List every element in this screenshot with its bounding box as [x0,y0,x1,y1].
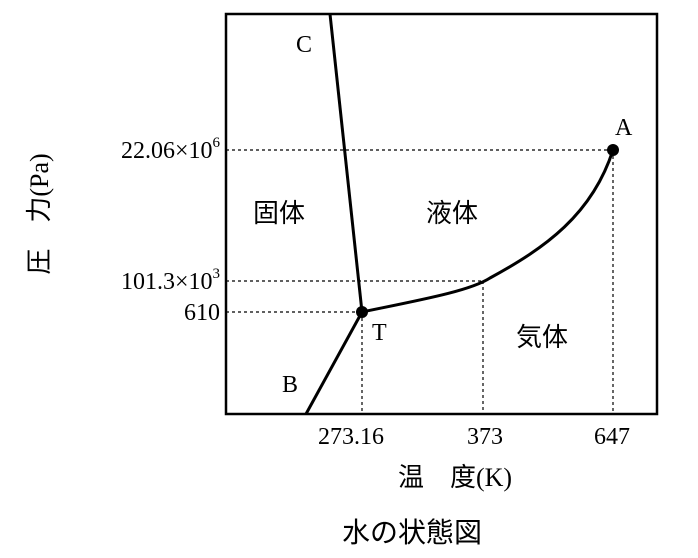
y-tick-critical-mantissa: 22.06×10 [121,138,213,164]
triple-point-marker [356,306,368,318]
critical-point-marker [607,144,619,156]
sublimation-curve-BT [304,311,364,415]
y-tick-critical: 22.06×106 [121,135,221,164]
plot-frame [224,12,659,416]
y-tick-boiling-mantissa: 101.3×10 [121,269,213,295]
y-tick-boiling: 101.3×103 [121,266,220,295]
x-tick-triple: 273.16 [318,424,384,450]
point-label-t: T [372,320,387,346]
y-tick-boiling-exponent: 3 [213,266,221,282]
point-label-c: C [296,32,312,58]
x-tick-boiling: 373 [467,424,503,450]
region-label-liquid: 液体 [426,199,478,228]
vaporization-curve-TA [361,149,615,314]
point-label-b: B [282,372,298,398]
x-tick-critical: 647 [594,424,630,450]
fusion-curve-TC [328,13,364,313]
y-tick-critical-exponent: 6 [213,135,221,151]
y-tick-triple: 610 [184,300,220,326]
region-label-gas: 気体 [516,323,568,352]
region-label-solid: 固体 [253,199,305,228]
y-axis-label: 圧 力(Pa) [25,153,54,274]
x-axis-label: 温 度(K) [398,463,512,492]
guide-lines [226,149,614,414]
chart-title: 水の状態図 [342,517,482,549]
point-label-a: A [615,115,633,141]
